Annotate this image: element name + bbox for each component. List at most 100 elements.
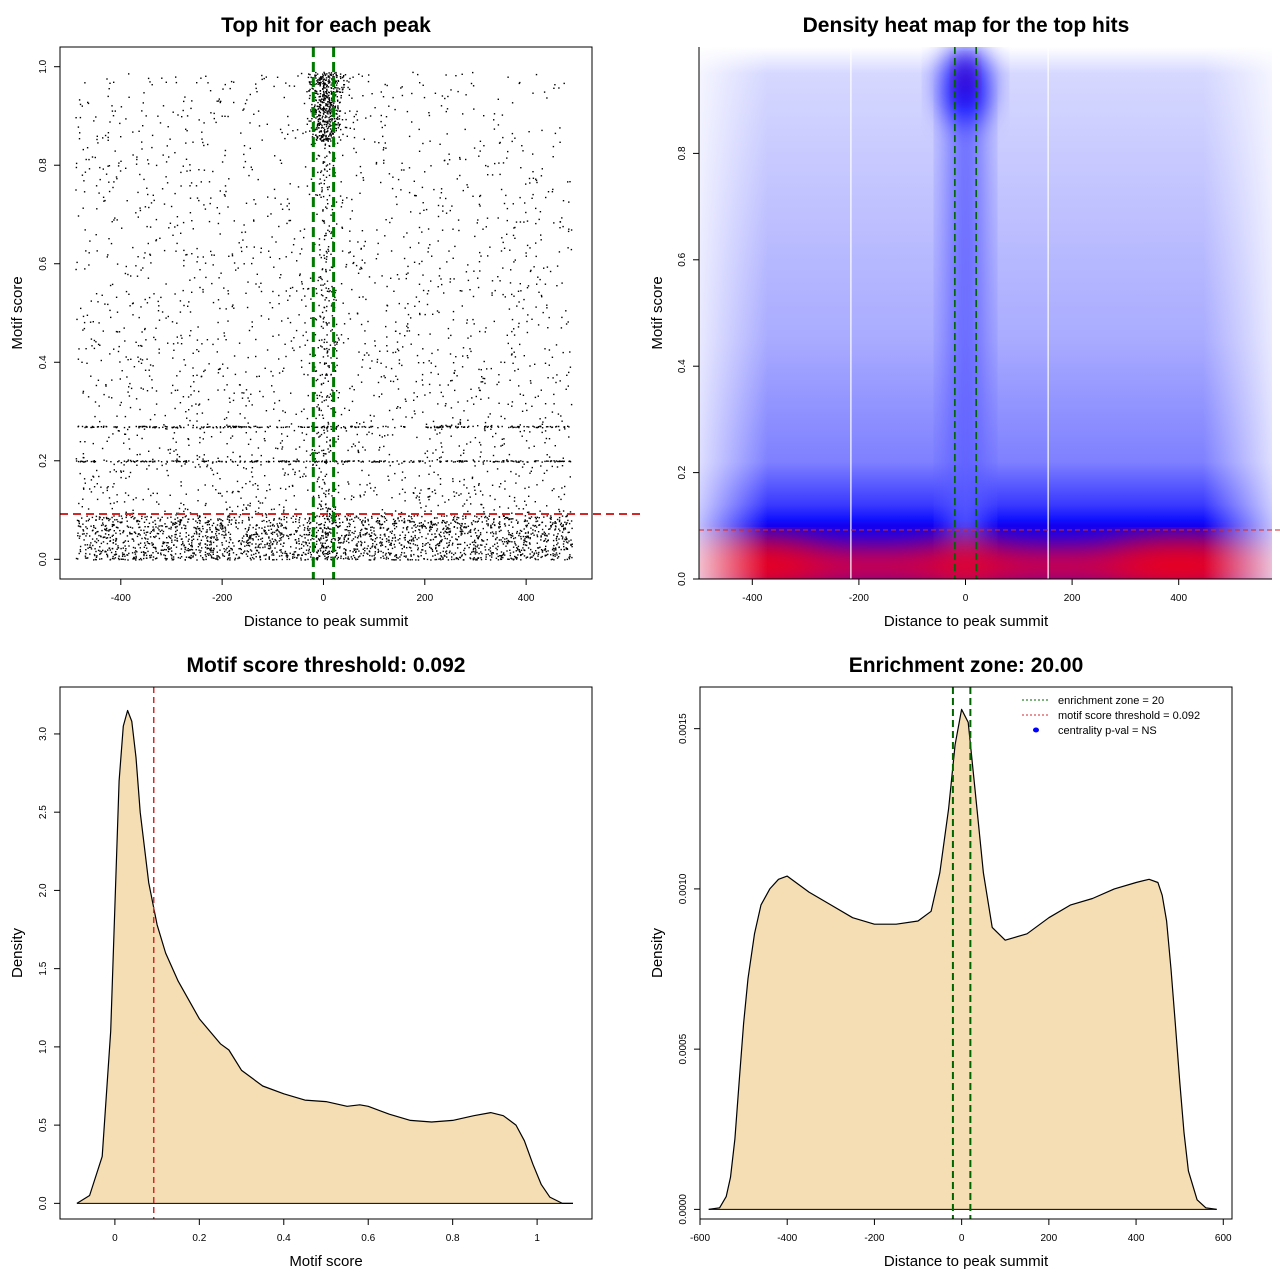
scatter-point [295, 508, 297, 511]
scatter-point [451, 205, 453, 207]
scatter-point [523, 221, 525, 223]
scatter-point [284, 137, 286, 140]
scatter-point [561, 217, 563, 219]
x-tick-label: 400 [518, 593, 535, 604]
scatter-point [470, 82, 473, 85]
scatter-point [229, 506, 231, 508]
scatter-point [307, 525, 309, 528]
scatter-point [559, 221, 561, 223]
scatter-point [331, 523, 333, 525]
scatter-point [565, 536, 567, 538]
scatter-point [408, 539, 411, 542]
scatter-point [238, 516, 241, 518]
scatter-point [319, 539, 321, 542]
scatter-point [215, 489, 217, 491]
scatter-point [230, 547, 232, 550]
scatter-point [356, 548, 359, 550]
scatter-point [185, 515, 187, 517]
scatter-point [405, 277, 407, 280]
scatter-point [514, 537, 517, 539]
scatter-point [398, 463, 400, 465]
scatter-point [146, 541, 149, 543]
scatter-point [559, 227, 561, 229]
scatter-point [344, 498, 346, 500]
scatter-point [82, 498, 84, 500]
scatter-point [325, 96, 328, 98]
scatter-point [280, 549, 282, 551]
scatter-point [550, 558, 553, 561]
scatter-point [129, 305, 131, 307]
scatter-point [198, 456, 201, 458]
scatter-point [354, 516, 356, 519]
scatter-point [205, 75, 207, 77]
scatter-point [374, 557, 376, 559]
scatter-point [311, 537, 313, 540]
scatter-point [287, 317, 289, 319]
scatter-point [469, 553, 472, 555]
scatter-point [566, 374, 568, 376]
scatter-point [519, 343, 521, 346]
scatter-point [399, 332, 401, 335]
scatter-point [362, 554, 364, 557]
scatter-point [506, 233, 508, 235]
scatter-point [114, 554, 117, 556]
scatter-point [501, 540, 504, 543]
scatter-point [447, 531, 449, 534]
scatter-point [341, 119, 344, 121]
scatter-point [189, 512, 192, 514]
scatter-point [480, 558, 483, 561]
scatter-point [323, 130, 325, 132]
scatter-point [526, 511, 529, 514]
scatter-point [149, 556, 151, 559]
scatter-point [98, 192, 100, 194]
scatter-point [127, 540, 129, 542]
scatter-point [442, 210, 444, 212]
scatter-point [288, 463, 290, 466]
scatter-point [275, 530, 277, 532]
scatter-point [99, 546, 101, 548]
scatter-point [464, 128, 466, 131]
scatter-point [455, 75, 457, 77]
scatter-point [424, 550, 427, 552]
scatter-point [108, 190, 111, 193]
scatter-point [486, 531, 488, 534]
scatter-point [218, 100, 220, 102]
scatter-point [196, 247, 198, 250]
scatter-point [490, 524, 492, 527]
scatter-point [523, 430, 525, 432]
scatter-point [190, 554, 192, 557]
scatter-point [414, 544, 417, 546]
scatter-point [370, 420, 372, 422]
scatter-point [523, 520, 526, 523]
scatter-point [550, 525, 552, 527]
scatter-point [533, 553, 535, 555]
scatter-point [361, 528, 363, 531]
scatter-point [501, 114, 504, 116]
scatter-point [213, 536, 215, 538]
scatter-point [497, 276, 499, 278]
scatter-point [486, 539, 488, 541]
scatter-point [274, 155, 276, 157]
scatter-point [186, 170, 188, 172]
scatter-point [391, 530, 393, 532]
scatter-point [337, 108, 339, 110]
scatter-point [443, 520, 445, 522]
scatter-point [473, 108, 475, 110]
scatter-point [157, 310, 160, 312]
scatter-point [476, 546, 478, 548]
scatter-point [473, 323, 475, 325]
scatter-point [287, 555, 289, 557]
scatter-point [421, 373, 424, 376]
scatter-point [478, 547, 480, 549]
scatter-point [140, 362, 143, 364]
scatter-point [515, 473, 517, 475]
scatter-point [377, 381, 380, 384]
scatter-point [353, 261, 355, 264]
scatter-point [391, 497, 393, 499]
scatter-point [116, 263, 119, 265]
scatter-point [187, 548, 189, 550]
scatter-point [210, 543, 212, 546]
scatter-point [146, 531, 149, 533]
scatter-point [126, 535, 129, 537]
scatter-point [487, 524, 489, 527]
